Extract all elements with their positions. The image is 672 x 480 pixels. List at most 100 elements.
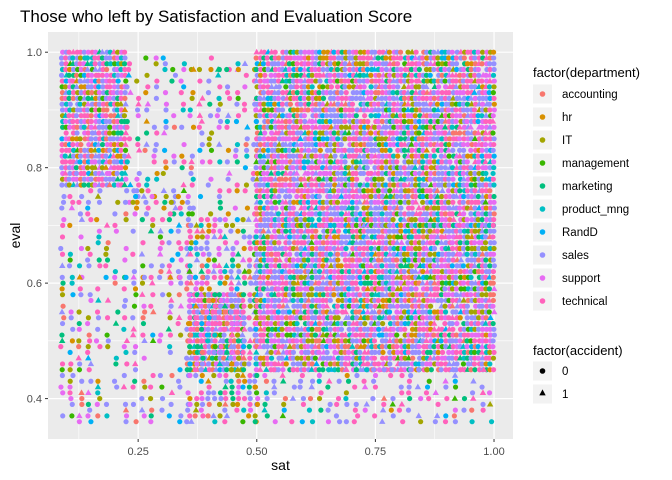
data-point bbox=[248, 280, 254, 286]
data-point bbox=[167, 315, 173, 321]
data-point bbox=[78, 234, 84, 240]
data-point bbox=[312, 268, 318, 275]
data-point bbox=[320, 309, 327, 315]
data-point bbox=[94, 401, 100, 407]
data-point bbox=[327, 159, 334, 165]
data-point bbox=[77, 153, 84, 159]
data-point bbox=[231, 355, 238, 361]
data-point bbox=[294, 355, 300, 361]
data-point bbox=[243, 141, 249, 148]
data-point bbox=[272, 141, 278, 148]
data-point bbox=[162, 61, 168, 67]
data-point bbox=[446, 153, 452, 159]
data-point bbox=[76, 338, 82, 344]
data-point bbox=[332, 153, 338, 159]
data-point bbox=[111, 84, 117, 90]
data-point-accident bbox=[91, 123, 99, 130]
data-point bbox=[290, 124, 296, 130]
data-point bbox=[196, 124, 202, 130]
data-point bbox=[290, 355, 296, 361]
data-point bbox=[343, 124, 349, 130]
data-point bbox=[63, 101, 69, 107]
data-point bbox=[131, 188, 137, 194]
data-point bbox=[107, 130, 113, 136]
data-point bbox=[60, 49, 66, 55]
data-point bbox=[301, 315, 308, 321]
data-point-accident bbox=[229, 325, 236, 332]
data-point bbox=[107, 147, 113, 153]
data-point bbox=[312, 355, 318, 361]
data-point bbox=[331, 188, 337, 194]
data-point bbox=[107, 78, 113, 84]
data-point bbox=[279, 274, 285, 280]
data-point bbox=[272, 95, 278, 101]
data-point bbox=[317, 49, 323, 55]
data-point bbox=[328, 84, 335, 90]
data-point bbox=[387, 361, 393, 367]
data-point bbox=[323, 222, 329, 228]
data-point bbox=[114, 384, 120, 390]
data-point bbox=[205, 90, 212, 96]
data-point bbox=[253, 245, 259, 252]
data-point bbox=[394, 344, 400, 350]
data-point bbox=[97, 136, 103, 142]
data-point bbox=[217, 355, 223, 361]
data-point bbox=[112, 280, 118, 286]
data-point bbox=[169, 257, 175, 263]
data-point-accident bbox=[122, 129, 130, 136]
data-point bbox=[313, 182, 319, 188]
data-point bbox=[254, 303, 260, 309]
data-point bbox=[253, 326, 259, 332]
data-point bbox=[364, 355, 371, 361]
data-point bbox=[67, 349, 73, 356]
data-point bbox=[134, 176, 140, 182]
data-point-accident bbox=[149, 279, 156, 286]
data-point bbox=[179, 199, 185, 205]
data-point bbox=[372, 280, 378, 286]
data-point-accident bbox=[223, 360, 230, 367]
data-point bbox=[272, 66, 279, 73]
data-point bbox=[309, 217, 315, 223]
data-point bbox=[69, 274, 75, 280]
data-point bbox=[194, 280, 200, 286]
data-point bbox=[309, 292, 315, 298]
data-point-accident bbox=[127, 89, 134, 95]
data-point bbox=[105, 338, 111, 344]
data-point bbox=[287, 274, 294, 280]
data-point bbox=[136, 182, 142, 188]
data-point bbox=[316, 159, 322, 165]
data-point bbox=[151, 124, 157, 130]
data-point bbox=[272, 240, 278, 246]
data-point bbox=[226, 188, 232, 194]
data-point bbox=[180, 107, 186, 113]
data-point bbox=[67, 384, 73, 390]
data-point bbox=[436, 84, 442, 90]
data-point bbox=[305, 251, 312, 257]
data-point bbox=[163, 193, 169, 200]
data-point bbox=[313, 141, 319, 148]
data-point bbox=[305, 338, 311, 344]
data-point bbox=[217, 217, 223, 223]
data-point bbox=[107, 84, 113, 90]
data-point bbox=[288, 332, 294, 338]
data-point bbox=[276, 263, 283, 269]
data-point bbox=[253, 205, 260, 211]
data-point bbox=[272, 165, 278, 171]
data-point bbox=[338, 361, 345, 367]
data-point bbox=[328, 268, 334, 275]
data-point bbox=[338, 159, 344, 165]
data-point bbox=[331, 130, 337, 136]
data-point bbox=[335, 315, 341, 321]
data-point bbox=[206, 384, 212, 390]
data-point bbox=[206, 78, 212, 84]
data-point bbox=[99, 55, 105, 61]
data-point bbox=[323, 130, 330, 136]
data-point bbox=[280, 49, 286, 55]
data-point bbox=[121, 286, 127, 292]
data-point bbox=[376, 326, 382, 332]
data-point bbox=[332, 141, 338, 148]
data-point bbox=[280, 367, 286, 373]
data-point bbox=[257, 292, 264, 298]
data-point bbox=[338, 326, 345, 332]
data-point bbox=[112, 61, 118, 67]
